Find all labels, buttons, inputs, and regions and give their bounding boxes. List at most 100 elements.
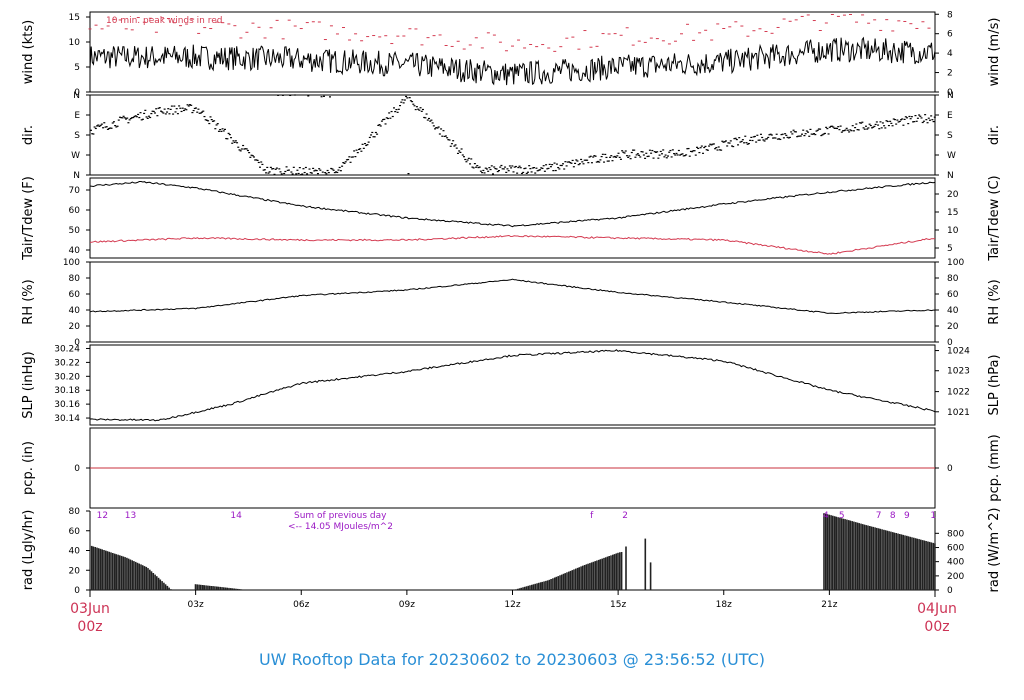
rh-right-tick-label: 60 [947, 290, 959, 300]
wind-peak-note: 10 min. peak winds in red [106, 16, 223, 26]
rad-bar [582, 565, 584, 590]
rad-bar [832, 515, 834, 590]
rad-bar [198, 584, 200, 590]
pcp-right-label: pcp. (mm) [987, 434, 1002, 501]
rad-bar [569, 570, 572, 590]
rad-bar [240, 589, 243, 590]
rad-bar [603, 557, 605, 590]
rad-bar [863, 524, 866, 590]
rad-bar [101, 549, 103, 590]
rad-bar [92, 546, 95, 590]
rad-bar [203, 585, 206, 590]
start-time-label: 00z [77, 619, 102, 635]
end-time-label: 00z [924, 619, 949, 635]
rad-bar [134, 561, 137, 590]
rad-right-tick-label: 400 [947, 558, 964, 568]
rh-panel-frame [89, 261, 936, 343]
rad-bar [119, 555, 121, 590]
rad-bar [557, 576, 559, 590]
dir-left-tick-label: E [74, 111, 80, 121]
slp-left-tick-label: 30.18 [54, 386, 80, 396]
rad-bar [200, 584, 202, 590]
rad-bar [145, 566, 148, 590]
rad-left-tick-label: 20 [69, 566, 81, 576]
wind-left-label: wind (kts) [21, 20, 36, 84]
rad-bar [90, 545, 93, 590]
rad-bar [854, 522, 857, 590]
rad-bar [606, 556, 609, 590]
rad-solar-mark: 8 [890, 511, 896, 521]
rad-bar [122, 556, 125, 590]
x-axis-tick-label: 18z [716, 600, 732, 610]
rad-bar [529, 585, 531, 590]
rad-bar [590, 562, 593, 590]
dir-right-tick-label: W [947, 151, 956, 161]
rad-bar [553, 577, 556, 590]
rad-bar [196, 584, 199, 590]
rad-bar [580, 566, 582, 590]
x-axis-tick-label: 09z [399, 600, 415, 610]
rad-bar [96, 547, 98, 590]
rad-bar [210, 586, 213, 590]
x-axis-tick-label: 03z [188, 600, 204, 610]
rad-right-tick-label: 600 [947, 544, 964, 554]
rad-bar [208, 585, 211, 590]
rad-bar [920, 539, 922, 590]
rad-bar [840, 518, 843, 590]
temp-right-tick-label: 5 [947, 244, 953, 254]
rh-left-tick-label: 20 [69, 322, 81, 332]
rad-bar [131, 560, 133, 590]
rad-bar [150, 571, 153, 590]
rad-bar [893, 532, 896, 590]
rad-bar [219, 586, 221, 590]
slp-right-tick-label: 1022 [947, 388, 970, 398]
rad-bar [934, 543, 936, 590]
rad-bar [143, 566, 146, 590]
rad-bar [573, 569, 575, 590]
slp-line [89, 349, 936, 422]
rad-bar [532, 584, 535, 590]
rad-bar [613, 554, 616, 590]
rad-bar [235, 588, 237, 590]
rad-bar [522, 587, 524, 590]
temp-right-tick-label: 10 [947, 226, 959, 236]
rad-bar [900, 534, 903, 590]
rad-bar [152, 573, 155, 590]
rad-bar [138, 563, 140, 590]
rad-bar [113, 553, 116, 590]
rad-bar [545, 580, 547, 590]
rad-bar [548, 579, 551, 590]
rad-bar [536, 583, 538, 590]
slp-right-tick-label: 1021 [947, 408, 970, 418]
rad-bar [904, 535, 906, 590]
rad-bar [828, 514, 831, 590]
rad-bar [881, 529, 883, 590]
rad-bar [226, 587, 228, 590]
rad-bar [233, 588, 236, 590]
rad-bar [886, 530, 889, 590]
rad-right-tick-label: 200 [947, 572, 964, 582]
rh-right-tick-label: 100 [947, 258, 964, 268]
rad-bar [576, 567, 579, 590]
x-axis-tick-label: 12z [504, 600, 520, 610]
rad-bar [918, 539, 920, 590]
rad-solar-mark: 1 [930, 511, 936, 521]
rh-right-label: RH (%) [987, 279, 1002, 324]
rad-left-tick-label: 40 [69, 547, 81, 557]
rh-left-tick-label: 40 [69, 306, 81, 316]
rh-right-tick-label: 40 [947, 306, 959, 316]
rad-bar [106, 551, 109, 590]
rad-bar [194, 584, 197, 590]
rad-bar [844, 519, 846, 590]
dir-left-tick-label: W [71, 151, 80, 161]
rad-bar [222, 587, 225, 590]
temp-right-tick-label: 20 [947, 190, 959, 200]
rad-bar [608, 556, 610, 590]
rad-bar [531, 584, 533, 590]
wind-left-tick-label: 5 [74, 63, 80, 73]
rad-bar [839, 517, 841, 590]
rad-bar [103, 550, 105, 590]
pcp-left-tick-label: 0 [74, 464, 80, 474]
temp-left-label: Tair/Tdew (F) [21, 176, 36, 261]
rad-right-tick-label: 0 [947, 586, 953, 596]
